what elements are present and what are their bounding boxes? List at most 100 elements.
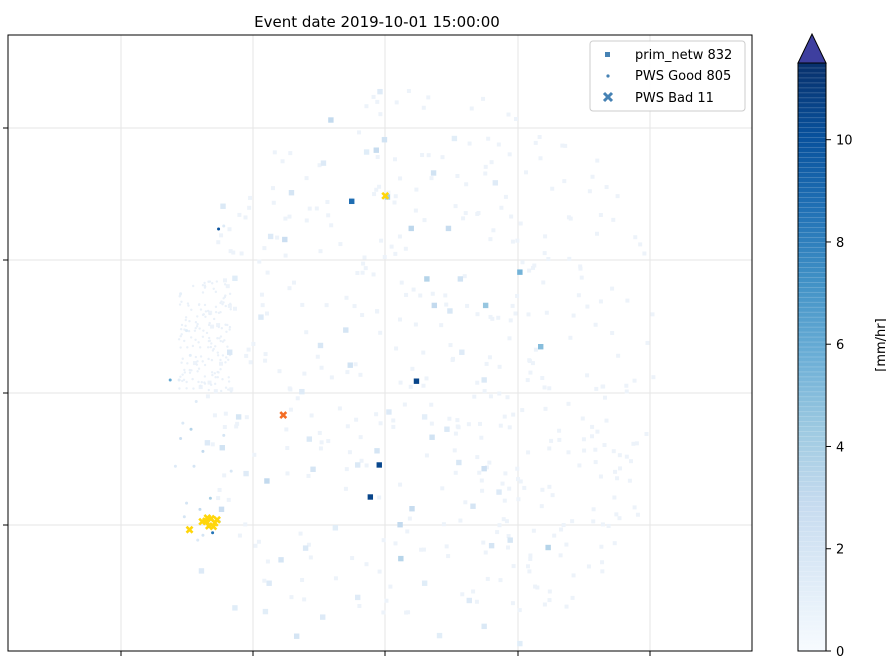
background-pws-marker <box>207 323 211 327</box>
background-pws-marker <box>203 286 207 289</box>
prim-netw-marker <box>377 88 383 95</box>
background-station-marker <box>598 299 603 304</box>
background-station-marker <box>344 295 349 300</box>
background-station-marker <box>248 360 253 365</box>
pws-good-marker <box>192 464 196 468</box>
background-pws-marker <box>186 346 189 349</box>
background-station-marker <box>595 158 600 163</box>
background-station-marker <box>319 440 324 445</box>
background-station-marker <box>393 251 398 256</box>
prim-netw-marker <box>347 362 353 368</box>
legend-marker-x <box>602 91 614 103</box>
background-station-marker <box>518 221 523 226</box>
background-station-marker <box>414 187 419 192</box>
background-station-marker <box>613 469 618 474</box>
background-station-marker <box>510 239 515 244</box>
background-pws-marker <box>196 370 199 373</box>
background-station-marker <box>280 159 285 164</box>
background-pws-marker <box>199 355 203 358</box>
background-station-marker <box>542 385 547 390</box>
background-station-marker <box>610 330 615 335</box>
background-station-marker <box>564 542 569 547</box>
background-station-marker <box>586 564 591 569</box>
background-station-marker <box>429 176 434 181</box>
background-station-marker <box>352 304 357 309</box>
background-station-marker <box>397 234 402 239</box>
background-station-marker <box>424 376 429 381</box>
background-station-marker <box>424 453 429 458</box>
prim-netw-marker <box>421 580 428 586</box>
background-station-marker <box>358 372 363 377</box>
background-station-marker <box>378 330 383 335</box>
background-station-marker <box>614 512 619 517</box>
background-station-marker <box>557 428 562 433</box>
background-station-marker <box>384 598 389 603</box>
prim-netw-marker <box>457 276 464 282</box>
background-station-marker <box>364 463 369 468</box>
background-station-marker <box>581 437 586 442</box>
background-station-marker <box>559 527 564 532</box>
background-station-marker <box>590 434 595 439</box>
pws-good-marker <box>182 515 186 519</box>
prim-netw-marker <box>317 342 324 349</box>
background-station-marker <box>568 335 573 340</box>
background-station-marker <box>474 599 479 604</box>
background-station-marker <box>560 143 565 148</box>
background-pws-marker <box>184 324 187 328</box>
background-station-marker <box>226 497 231 502</box>
background-station-marker <box>288 407 293 412</box>
background-station-marker <box>587 189 592 194</box>
prim-netw-marker <box>278 557 284 563</box>
background-station-marker <box>507 425 512 430</box>
background-station-marker <box>526 450 531 455</box>
background-station-marker <box>324 303 329 308</box>
background-pws-marker <box>178 295 181 298</box>
background-station-marker <box>421 350 426 355</box>
background-pws-marker <box>220 389 223 393</box>
background-pws-marker <box>216 354 220 357</box>
background-pws-marker <box>185 387 188 390</box>
background-station-marker <box>466 422 471 427</box>
background-station-marker <box>265 311 270 316</box>
background-pws-marker <box>178 387 181 390</box>
background-station-marker <box>404 610 409 615</box>
background-station-marker <box>413 208 418 213</box>
background-station-marker <box>306 542 311 547</box>
pws-bad-marker <box>203 514 212 522</box>
background-station-marker <box>223 411 228 416</box>
background-station-marker <box>375 309 380 314</box>
prim-netw-marker <box>381 137 388 143</box>
background-station-marker <box>580 416 585 421</box>
background-station-marker <box>503 194 508 199</box>
background-station-marker <box>635 512 640 517</box>
background-station-marker <box>347 450 352 455</box>
background-station-marker <box>231 250 236 255</box>
series-square <box>198 88 551 647</box>
background-pws-marker <box>221 302 224 306</box>
background-station-marker <box>615 476 620 481</box>
background-station-marker <box>571 313 576 318</box>
background-station-marker <box>244 415 249 420</box>
background-station-marker <box>624 383 629 388</box>
background-station-marker <box>598 474 603 479</box>
background-station-marker <box>523 170 528 175</box>
background-station-marker <box>571 573 576 578</box>
prim-netw-marker <box>492 180 499 186</box>
scatter-points <box>168 88 656 647</box>
background-station-marker <box>232 306 237 311</box>
background-station-marker <box>631 441 636 446</box>
background-pws-marker <box>201 291 205 294</box>
background-pws-marker <box>180 333 183 336</box>
background-station-marker <box>411 287 416 292</box>
background-pws-marker <box>218 337 221 340</box>
background-pws-marker <box>183 328 186 331</box>
background-station-marker <box>593 460 598 465</box>
background-station-marker <box>515 238 520 243</box>
background-station-marker <box>502 498 507 503</box>
background-station-marker <box>448 343 453 348</box>
background-station-marker <box>379 238 384 243</box>
background-station-marker <box>585 373 590 378</box>
background-station-marker <box>564 604 569 609</box>
prim-netw-marker <box>517 640 523 647</box>
background-station-marker <box>499 205 504 210</box>
